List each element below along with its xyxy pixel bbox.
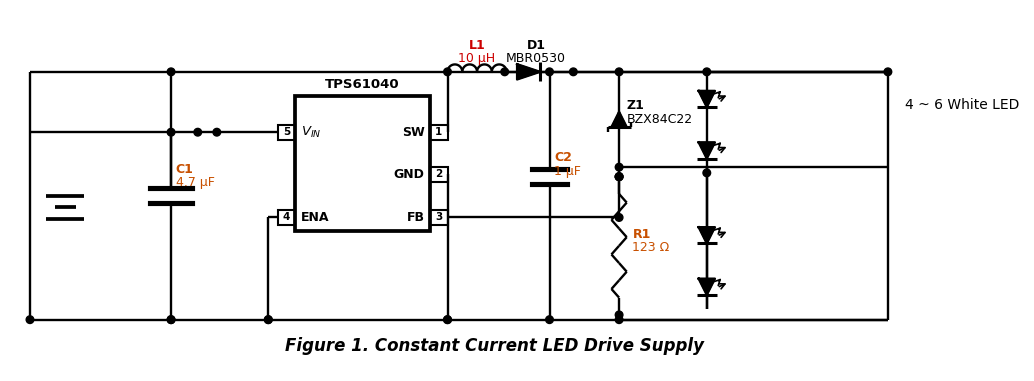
Text: TPS61040: TPS61040: [326, 78, 400, 91]
Text: 123 Ω: 123 Ω: [633, 241, 670, 254]
Circle shape: [615, 173, 622, 181]
Text: FB: FB: [406, 211, 425, 224]
Text: Figure 1. Constant Current LED Drive Supply: Figure 1. Constant Current LED Drive Sup…: [284, 337, 704, 355]
Bar: [430, 210, 448, 225]
Circle shape: [570, 68, 577, 76]
Polygon shape: [699, 142, 714, 158]
Circle shape: [615, 173, 622, 181]
Circle shape: [615, 163, 622, 171]
Circle shape: [615, 173, 622, 181]
Polygon shape: [699, 279, 714, 295]
Text: SW: SW: [402, 126, 425, 139]
Text: 1: 1: [435, 127, 443, 137]
Text: C1: C1: [176, 163, 193, 176]
Polygon shape: [699, 91, 714, 107]
Circle shape: [444, 316, 451, 323]
Text: MBR0530: MBR0530: [507, 52, 567, 65]
Circle shape: [168, 316, 175, 323]
Text: D1: D1: [526, 38, 546, 52]
Polygon shape: [611, 112, 627, 127]
Circle shape: [546, 316, 553, 323]
Circle shape: [265, 316, 272, 323]
Circle shape: [546, 68, 553, 76]
Text: L1: L1: [468, 38, 485, 52]
Bar: [430, 166, 448, 182]
Circle shape: [213, 128, 220, 136]
Bar: [295, 96, 430, 231]
Text: GND: GND: [394, 168, 425, 181]
Text: C2: C2: [554, 151, 572, 164]
Text: 4: 4: [282, 213, 291, 223]
Text: 1 μF: 1 μF: [554, 165, 581, 178]
Text: BZX84C22: BZX84C22: [627, 113, 693, 126]
Circle shape: [500, 68, 509, 76]
Polygon shape: [517, 64, 540, 80]
Circle shape: [615, 214, 622, 221]
Circle shape: [194, 128, 202, 136]
Text: 4 ~ 6 White LED: 4 ~ 6 White LED: [905, 98, 1020, 112]
Circle shape: [703, 68, 710, 76]
Text: Z1: Z1: [627, 99, 644, 112]
Text: 5: 5: [282, 127, 290, 137]
Text: 3: 3: [435, 213, 443, 223]
Circle shape: [168, 68, 175, 76]
Circle shape: [265, 316, 272, 323]
Bar: [278, 210, 295, 225]
Circle shape: [168, 316, 175, 323]
Text: ENA: ENA: [301, 211, 329, 224]
Circle shape: [703, 169, 710, 177]
Bar: [278, 125, 295, 140]
Text: 10 μH: 10 μH: [458, 52, 495, 65]
Text: $V_{IN}$: $V_{IN}$: [301, 125, 322, 140]
Polygon shape: [699, 227, 714, 243]
Circle shape: [884, 68, 891, 76]
Circle shape: [168, 128, 175, 136]
Circle shape: [615, 311, 622, 319]
Circle shape: [26, 316, 34, 323]
Circle shape: [615, 68, 622, 76]
Circle shape: [444, 68, 451, 76]
Bar: [430, 125, 448, 140]
Text: 4.7 μF: 4.7 μF: [176, 176, 215, 189]
Text: R1: R1: [633, 228, 650, 241]
Circle shape: [444, 316, 451, 323]
Circle shape: [615, 316, 622, 323]
Text: 2: 2: [435, 169, 443, 179]
